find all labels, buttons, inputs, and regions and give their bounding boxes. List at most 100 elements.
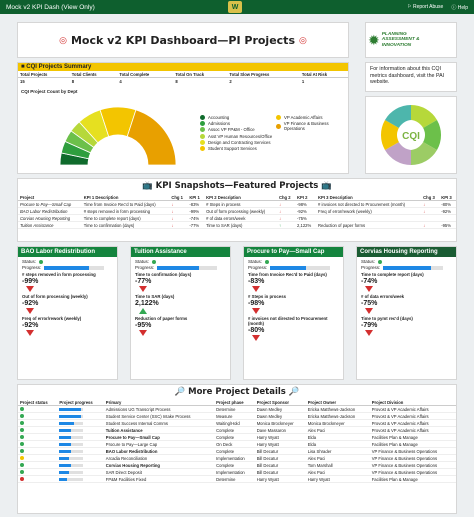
progress-fill (59, 470, 70, 474)
status-indicator (20, 477, 24, 482)
legend-label: Design and Contracting Services (208, 139, 271, 145)
legend-label: VP Finance & Business Operations (283, 121, 329, 132)
snapshots-col-header[interactable]: Chg 3 (421, 194, 440, 201)
progress-fill (59, 456, 70, 460)
table-cell: Elda (307, 441, 317, 447)
table-row[interactable]: Procure to Pay—Large Cap On Deck Harry Wya… (18, 441, 456, 448)
kpi-value: -80% (248, 327, 265, 334)
snapshots-col-header[interactable]: KPI 2 Description (204, 194, 277, 201)
table-cell: Harry Wyatt (256, 476, 279, 482)
details-col-header[interactable]: Project Sponsor (254, 399, 306, 406)
table-cell: Facilities Plan & Manage (371, 434, 418, 440)
summary-title: ■ CQI Projects Summary (18, 63, 348, 71)
table-cell: -92% (297, 208, 307, 214)
progress-fill (270, 265, 307, 270)
table-row[interactable]: BAO Labor Redistribution # steps removed … (18, 208, 456, 215)
table-cell: -95% (441, 222, 451, 228)
table-cell: SAR Direct Deposit (105, 469, 142, 475)
snapshots-col-header[interactable]: KPI 3 (439, 194, 456, 201)
arrow-up-icon (139, 308, 147, 314)
table-cell: -74% (189, 215, 200, 221)
help-link[interactable]: ⓘ Help (451, 4, 468, 11)
summary-value: 15 (20, 78, 25, 84)
table-cell: Provost & VP Academic Affairs (371, 427, 429, 433)
table-row[interactable]: Corvias Housing Reporting Complete Bill De… (18, 462, 456, 469)
snapshots-col-header[interactable]: KPI 1 Description (81, 194, 170, 201)
table-cell (18, 441, 57, 448)
kpi-value: -77% (135, 278, 152, 285)
kpi-value: -92% (22, 300, 39, 307)
table-row[interactable]: BAO Labor Redistribution Complete Bill Dec… (18, 448, 456, 455)
summary-value: 8 (175, 78, 178, 84)
progress-bar (383, 265, 444, 270)
table-row[interactable]: Admissions UG Transcript Process Determin… (18, 406, 456, 413)
snapshots-col-header[interactable]: KPI 1 (187, 194, 205, 201)
table-row[interactable]: SAR Direct Deposit Implementation Bill Dec… (18, 469, 456, 476)
table-cell: Time to confirmation (days) (83, 222, 135, 228)
cqi-wheel-icon: CQI (380, 104, 442, 165)
progress-bar (59, 470, 84, 474)
progress-bar (157, 265, 218, 270)
table-cell: 2,122% (297, 222, 312, 228)
table-row[interactable]: Student Service Center (SSC) Intake Proc… (18, 413, 456, 420)
table-cell (18, 420, 57, 427)
details-col-header[interactable]: Project Division (369, 399, 456, 406)
details-col-header[interactable]: Project progress (57, 399, 104, 406)
legend-label: VP Academic Affairs (284, 115, 323, 120)
kpi-label: Reduction of paper forms (135, 316, 188, 321)
progress-bar (59, 428, 84, 432)
table-row[interactable]: Arcadia Reconciliation Implementation Bill… (18, 455, 456, 462)
table-cell: Alex Paci (307, 469, 326, 475)
logo-line-1: PLANNING (381, 32, 407, 38)
snapshots-col-header[interactable]: Chg 1 (169, 194, 188, 201)
table-cell: # steps removed in form processing (83, 208, 151, 214)
table-cell: Harry Wyatt (256, 441, 279, 447)
gauge-segment[interactable] (126, 109, 177, 166)
details-col-header[interactable]: Project phase (214, 399, 255, 406)
legend-label: Admissions (208, 121, 230, 127)
status-indicator (20, 421, 24, 426)
table-row[interactable]: Student Success Internal Comms Waiting/Ho… (18, 420, 456, 427)
table-cell: Dawn Medley (256, 406, 283, 412)
table-cell: Measure (216, 413, 233, 419)
legend-label: Asst VP Human Resources/Office (208, 133, 273, 139)
snapshots-col-header[interactable]: Project (18, 194, 82, 201)
table-row[interactable]: Tuition Assistance Time to confirmation (… (18, 222, 456, 229)
arrow-down-icon (139, 330, 147, 336)
table-cell (57, 441, 103, 448)
table-cell: # Steps in process (206, 201, 241, 207)
table-row[interactable]: Tuition Assistance Complete Dave Massaron A… (18, 427, 456, 434)
table-cell: Tuition Assistance (20, 222, 54, 228)
progress-fill (59, 421, 74, 425)
table-row[interactable]: Procure to Pay—Small Cap Time from Invoic… (18, 201, 456, 208)
details-header-row: Project status Project progress Primary Pro… (18, 399, 456, 406)
table-row[interactable]: Procure to Pay—Small Cap Complete Harry Wy… (18, 434, 456, 441)
table-cell: ↓ (278, 215, 282, 221)
snapshots-col-header[interactable]: KPI 2 (295, 194, 317, 201)
table-cell (57, 469, 103, 476)
details-col-header[interactable]: Project Owner (305, 399, 370, 406)
table-row[interactable]: FP&M Facilities Fixed Determine Harry Wyat… (18, 476, 456, 483)
snapshots-col-header[interactable]: KPI 3 Description (316, 194, 422, 201)
table-cell (18, 476, 57, 483)
table-cell: Implementation (216, 455, 245, 461)
table-cell: -92% (441, 208, 451, 214)
status-indicator (20, 470, 24, 475)
progress-fill (59, 463, 72, 467)
legend-item: Admissions (200, 121, 272, 127)
table-row[interactable]: Corvias Housing Reporting Time to complet… (18, 215, 456, 222)
info-text[interactable]: For information about this CQI metrics d… (370, 66, 445, 86)
details-col-header[interactable]: Primary (103, 399, 215, 406)
progress-label: Progress: (248, 265, 268, 270)
kpi-label: # steps removed in form processing (22, 272, 96, 277)
table-cell: Complete (216, 462, 235, 468)
table-cell: Harry Wyatt (256, 434, 279, 440)
progress-bar (59, 414, 84, 418)
status-indicator (39, 259, 44, 264)
snapshots-col-header[interactable]: Chg 2 (276, 194, 295, 201)
details-col-header[interactable]: Project status (18, 399, 58, 406)
kpi-label: # of data errors/week (361, 294, 404, 299)
progress-label: Progress: (22, 265, 42, 270)
snapshots-header-row: Project KPI 1 Description Chg 1 KPI 1 KPI 2 … (18, 194, 456, 201)
report-abuse-link[interactable]: ⚐ Report Abuse (407, 3, 444, 10)
